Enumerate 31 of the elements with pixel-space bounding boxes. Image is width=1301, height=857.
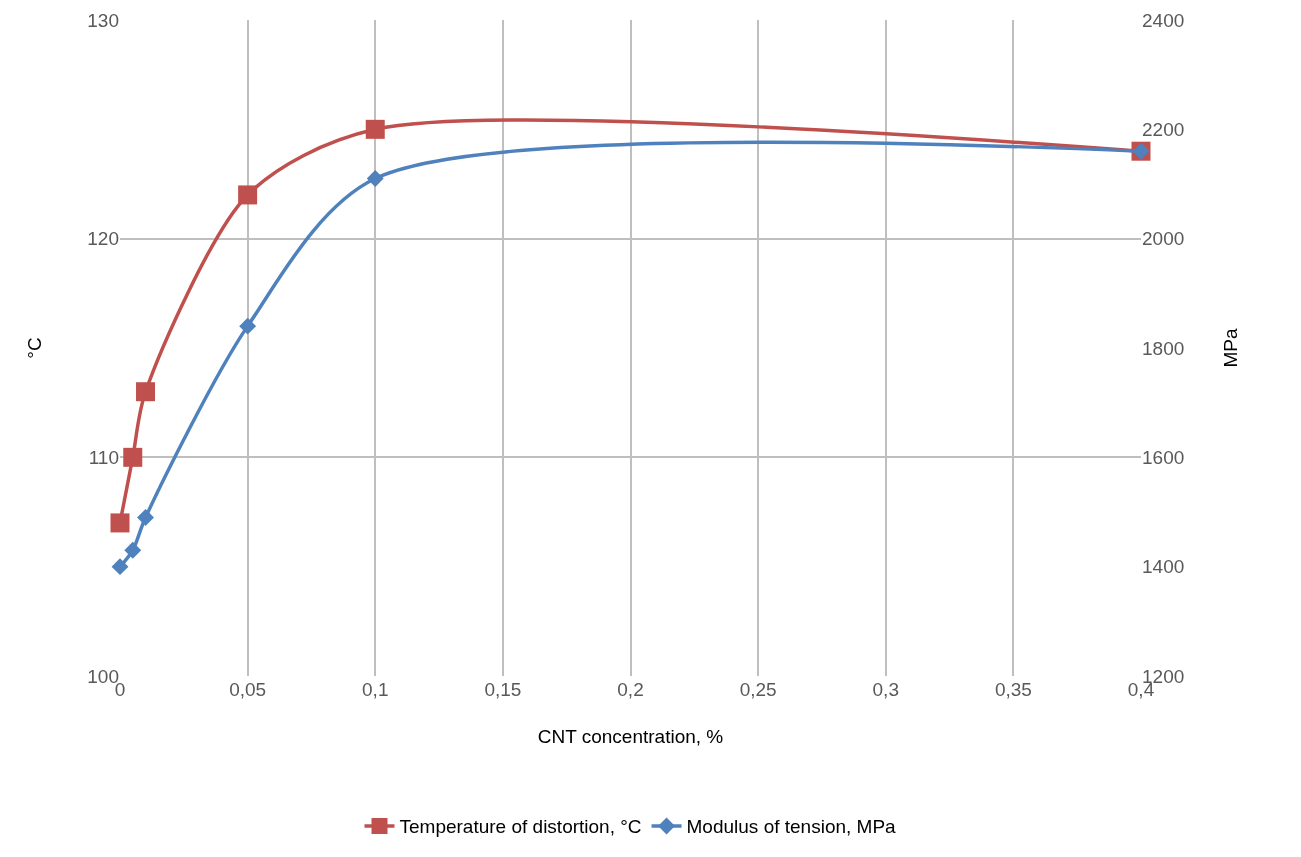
y2-tick-label: 2000 (1142, 228, 1185, 250)
y-axis-title: °C (24, 337, 46, 359)
y-tick-label: 130 (87, 9, 119, 31)
point (365, 119, 385, 139)
x-tick-label: 0,25 (739, 679, 777, 700)
x-tick-label: 0,1 (362, 679, 389, 700)
y2-tick-label: 1400 (1142, 556, 1185, 578)
point (137, 509, 154, 526)
y2-tick-label: 2400 (1142, 9, 1185, 31)
point (366, 170, 384, 187)
point (239, 317, 257, 335)
y-tick-label: 110 (88, 446, 119, 468)
point (123, 447, 143, 467)
legend-label: Temperature of distortion, °C (399, 816, 642, 838)
point (136, 382, 156, 402)
point (111, 558, 129, 576)
legend-label: Modulus of tension, MPa (686, 816, 897, 838)
point (238, 185, 258, 205)
point (110, 513, 130, 533)
x-axis-title: CNT concentration, % (537, 725, 724, 747)
x-tick-label: 0,3 (872, 679, 899, 700)
x-tick-label: 0,05 (229, 679, 267, 700)
point (124, 541, 142, 559)
y2-tick-label: 2200 (1142, 118, 1185, 140)
y2-axis-title: MPa (1220, 328, 1242, 368)
x-tick-label: 0,35 (994, 679, 1032, 700)
x-tick-label: 0,15 (484, 679, 522, 700)
y-tick-label: 120 (87, 228, 119, 250)
y2-tick-label: 1800 (1142, 337, 1185, 359)
x-tick-label: 0,2 (617, 679, 644, 700)
y2-tick-label: 1600 (1142, 446, 1185, 468)
